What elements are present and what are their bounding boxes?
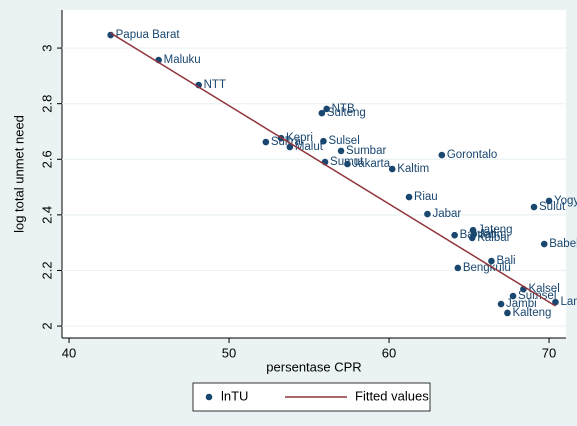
point: [424, 210, 431, 218]
x-axis-title: persentase CPR: [266, 359, 361, 374]
point-label: Sumbar: [346, 145, 386, 157]
point: [262, 138, 270, 146]
fit-line: [110, 32, 556, 307]
point: [451, 231, 458, 239]
point-label: NTT: [204, 79, 226, 91]
legend-marker: [205, 393, 213, 401]
point-label: Lampung: [560, 296, 577, 308]
point: [540, 240, 548, 248]
y-tick-label: 2: [39, 322, 54, 329]
y-tick-label: 3: [39, 44, 54, 51]
point: [388, 165, 396, 173]
point: [337, 147, 345, 155]
y-tick-label: 2.8: [39, 95, 54, 113]
y-tick-label: 2.4: [39, 206, 54, 224]
point: [497, 300, 505, 308]
y-tick-label: 2.2: [39, 261, 54, 279]
point-label: Sulut: [539, 201, 566, 213]
x-tick-label: 60: [382, 345, 396, 360]
point: [552, 298, 559, 306]
y-axis-title: log total unmet need: [11, 115, 26, 233]
point: [318, 109, 326, 117]
plot-area: [62, 10, 566, 338]
point-label: Sumsel: [518, 290, 556, 302]
point-label: Kepri: [286, 132, 313, 144]
x-tick-label: 50: [222, 345, 236, 360]
point-label: Sulsel: [328, 135, 359, 147]
point-label: NTB: [332, 103, 355, 115]
point: [405, 193, 413, 201]
point: [530, 203, 538, 211]
legend-label: lnTU: [221, 388, 248, 403]
point-label: Jateng: [478, 224, 513, 236]
point-label: Bali: [496, 255, 515, 267]
point-label: Kalbar: [477, 232, 510, 244]
point-label: Riau: [414, 191, 438, 203]
point: [545, 197, 553, 205]
point: [286, 143, 294, 151]
y-tick-label: 2.6: [39, 150, 54, 168]
point-label: Banten: [460, 229, 496, 241]
point-label: Sulteng: [327, 107, 366, 119]
point-label: Babel: [549, 238, 577, 250]
point: [454, 264, 462, 272]
point-label: Kalsel: [528, 283, 559, 295]
point-label: Malut: [295, 141, 324, 153]
point-label: Maluku: [164, 54, 201, 66]
point-label: Jatim: [479, 228, 506, 240]
point-label: Kalteng: [512, 307, 551, 319]
point: [468, 234, 476, 242]
point-label: Jabar: [432, 208, 461, 220]
point-label: Kaltim: [397, 163, 429, 175]
point: [320, 137, 327, 145]
point: [438, 151, 446, 159]
point: [344, 160, 351, 168]
point-label: Gorontalo: [447, 149, 498, 161]
point-label: Jambi: [506, 298, 537, 310]
point: [323, 105, 330, 113]
point: [509, 292, 517, 300]
point: [488, 257, 495, 265]
point: [504, 309, 511, 317]
point-label: Papua Barat: [116, 29, 181, 41]
x-tick-label: 40: [62, 345, 76, 360]
x-tick-label: 70: [542, 345, 556, 360]
point-label: Jakarta: [352, 158, 390, 170]
legend: lnTU Fitted values: [192, 382, 431, 412]
point-label: Yogya: [554, 195, 577, 207]
legend-label: Fitted values: [355, 388, 429, 403]
